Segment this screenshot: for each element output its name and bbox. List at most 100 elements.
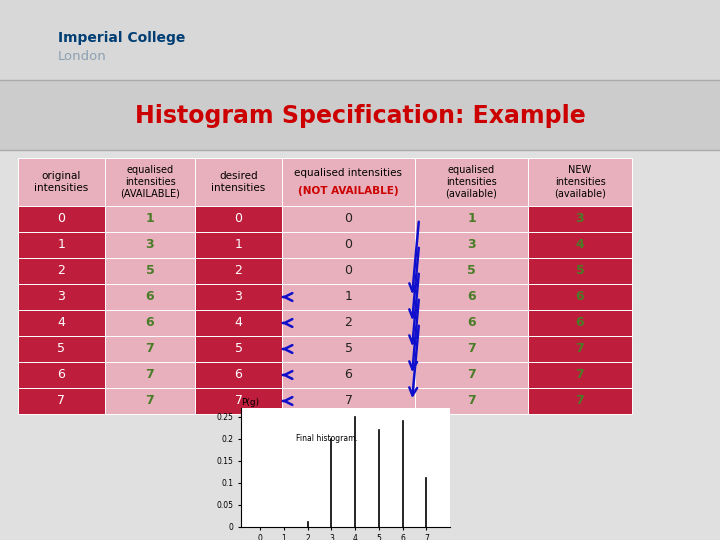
Text: 7: 7 xyxy=(145,368,154,381)
Text: 0: 0 xyxy=(344,213,353,226)
Text: 6: 6 xyxy=(235,368,243,381)
Text: 3: 3 xyxy=(58,291,66,303)
Text: (NOT AVAILABLE): (NOT AVAILABLE) xyxy=(298,186,399,196)
Text: desired
intensities: desired intensities xyxy=(212,171,266,193)
Text: equalised
intensities
(AVAILABLE): equalised intensities (AVAILABLE) xyxy=(120,165,180,199)
Text: 7: 7 xyxy=(575,342,585,355)
Text: equalised
intensities
(available): equalised intensities (available) xyxy=(446,165,498,199)
Bar xyxy=(415,362,528,388)
Bar xyxy=(528,336,632,362)
Bar xyxy=(18,232,105,258)
Bar xyxy=(105,388,195,414)
Bar xyxy=(528,310,632,336)
Text: 5: 5 xyxy=(235,342,243,355)
Text: 6: 6 xyxy=(467,316,476,329)
Text: original
intensities: original intensities xyxy=(35,171,89,193)
Bar xyxy=(415,388,528,414)
Bar xyxy=(282,388,415,414)
Bar xyxy=(415,310,528,336)
Text: 4: 4 xyxy=(235,316,243,329)
Text: 0: 0 xyxy=(235,213,243,226)
Bar xyxy=(18,258,105,284)
Bar xyxy=(105,310,195,336)
Bar xyxy=(105,258,195,284)
Bar xyxy=(282,284,415,310)
Bar xyxy=(528,232,632,258)
Bar xyxy=(528,258,632,284)
Text: 7: 7 xyxy=(344,395,353,408)
Text: Final histogram.: Final histogram. xyxy=(296,434,358,443)
Bar xyxy=(415,158,528,206)
Text: 7: 7 xyxy=(145,342,154,355)
Bar xyxy=(195,232,282,258)
Bar xyxy=(105,206,195,232)
Bar xyxy=(282,310,415,336)
Bar xyxy=(18,206,105,232)
Text: equalised intensities: equalised intensities xyxy=(294,168,402,178)
Text: 5: 5 xyxy=(58,342,66,355)
Bar xyxy=(528,362,632,388)
Bar xyxy=(0,150,720,540)
Bar xyxy=(282,158,415,206)
Bar xyxy=(195,158,282,206)
Text: 6: 6 xyxy=(58,368,66,381)
Text: 5: 5 xyxy=(575,265,585,278)
Text: 5: 5 xyxy=(344,342,353,355)
Bar xyxy=(105,284,195,310)
Bar xyxy=(528,206,632,232)
Bar xyxy=(195,206,282,232)
Bar xyxy=(415,284,528,310)
Bar xyxy=(195,362,282,388)
Text: NEW
intensities
(available): NEW intensities (available) xyxy=(554,165,606,199)
Text: 3: 3 xyxy=(467,239,476,252)
Text: 4: 4 xyxy=(58,316,66,329)
Bar xyxy=(282,336,415,362)
Text: 7: 7 xyxy=(235,395,243,408)
Text: 7: 7 xyxy=(58,395,66,408)
Text: 1: 1 xyxy=(467,213,476,226)
Bar xyxy=(105,158,195,206)
Bar xyxy=(195,284,282,310)
Bar xyxy=(528,158,632,206)
Text: Histogram Specification: Example: Histogram Specification: Example xyxy=(135,104,585,128)
Text: 6: 6 xyxy=(467,291,476,303)
Text: 0: 0 xyxy=(344,239,353,252)
Text: 6: 6 xyxy=(576,291,585,303)
Text: 3: 3 xyxy=(576,213,585,226)
Bar xyxy=(528,284,632,310)
Bar xyxy=(0,0,720,80)
Bar xyxy=(415,258,528,284)
Bar xyxy=(282,206,415,232)
Text: 2: 2 xyxy=(58,265,66,278)
Bar xyxy=(105,336,195,362)
Bar xyxy=(195,388,282,414)
Text: 7: 7 xyxy=(575,395,585,408)
Text: 0: 0 xyxy=(344,265,353,278)
Text: 7: 7 xyxy=(467,342,476,355)
Text: 6: 6 xyxy=(345,368,352,381)
Text: 1: 1 xyxy=(235,239,243,252)
Bar xyxy=(18,388,105,414)
Text: 6: 6 xyxy=(576,316,585,329)
Text: 3: 3 xyxy=(235,291,243,303)
Bar xyxy=(105,362,195,388)
Bar xyxy=(415,206,528,232)
Bar xyxy=(282,232,415,258)
Bar xyxy=(195,336,282,362)
Text: 7: 7 xyxy=(467,368,476,381)
Bar xyxy=(195,258,282,284)
Bar xyxy=(18,310,105,336)
Bar xyxy=(415,232,528,258)
Bar xyxy=(105,232,195,258)
Text: 5: 5 xyxy=(145,265,154,278)
Text: 7: 7 xyxy=(575,368,585,381)
Text: 6: 6 xyxy=(145,291,154,303)
Text: 7: 7 xyxy=(467,395,476,408)
Text: 5: 5 xyxy=(467,265,476,278)
Text: 3: 3 xyxy=(145,239,154,252)
Text: 7: 7 xyxy=(145,395,154,408)
Bar xyxy=(282,258,415,284)
Text: 0: 0 xyxy=(58,213,66,226)
Text: London: London xyxy=(58,51,107,64)
Bar xyxy=(415,336,528,362)
